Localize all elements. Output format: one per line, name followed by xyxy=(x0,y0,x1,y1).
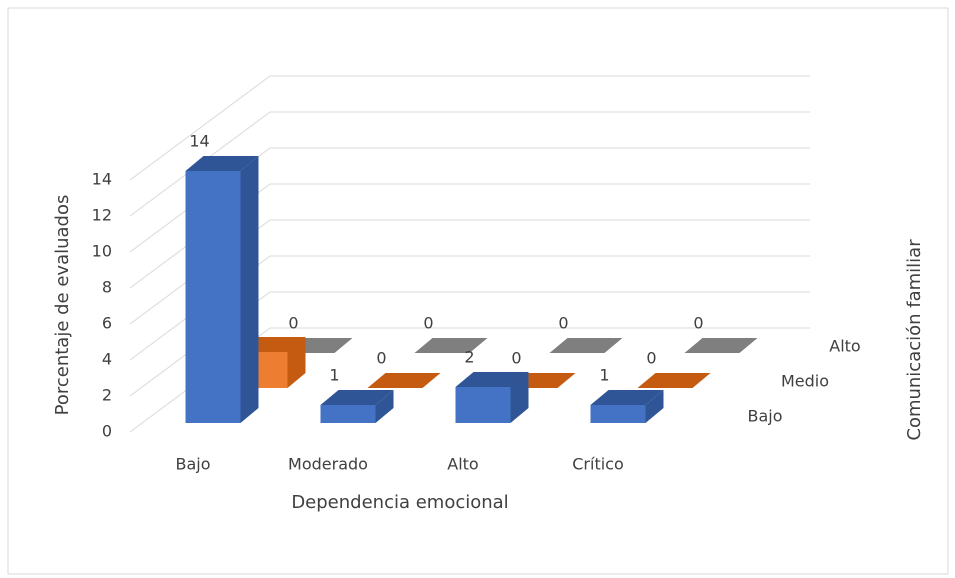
y-tick-label: 14 xyxy=(92,170,112,189)
x-tick-label: Bajo xyxy=(175,455,210,474)
y-tick-label: 2 xyxy=(102,386,112,405)
depth-tick-label: Medio xyxy=(781,372,829,391)
data-label: 0 xyxy=(693,314,703,333)
bar-face xyxy=(287,337,306,388)
bar xyxy=(684,338,758,353)
bar-face xyxy=(240,156,259,423)
bar xyxy=(590,390,664,423)
depth-tick-label: Bajo xyxy=(747,407,782,426)
depth-axis-title: Comunicación familiar xyxy=(904,239,925,441)
x-axis-title: Dependencia emocional xyxy=(291,492,508,513)
bar-face xyxy=(414,338,488,353)
bar-face xyxy=(455,372,529,387)
bar-face xyxy=(320,390,394,405)
data-label: 0 xyxy=(423,314,433,333)
bar-face xyxy=(510,372,529,423)
bar-face xyxy=(549,338,623,353)
bar-face xyxy=(185,171,241,423)
data-label: 0 xyxy=(288,314,298,333)
bar-face xyxy=(185,156,259,171)
data-label: 1 xyxy=(599,366,609,385)
y-tick-label: 10 xyxy=(92,242,112,261)
bar-face xyxy=(455,387,511,423)
grid-line xyxy=(129,75,271,181)
data-label: 0 xyxy=(511,349,521,368)
y-tick-label: 12 xyxy=(92,206,112,225)
y-tick-label: 0 xyxy=(102,422,112,441)
bar-face xyxy=(367,373,441,388)
bar-face xyxy=(645,390,664,423)
bar-face xyxy=(684,338,758,353)
bar-face xyxy=(637,373,711,388)
bar xyxy=(185,156,259,423)
x-tick-label: Alto xyxy=(447,455,478,474)
bar-face xyxy=(375,390,394,423)
y-tick-label: 6 xyxy=(102,314,112,333)
y-tick-label: 4 xyxy=(102,350,112,369)
bar xyxy=(367,373,441,388)
bar-face xyxy=(590,405,646,423)
bar xyxy=(414,338,488,353)
x-tick-label: Moderado xyxy=(288,455,368,474)
data-label: 0 xyxy=(558,314,568,333)
depth-tick-label: Alto xyxy=(829,337,860,356)
bar xyxy=(637,373,711,388)
bar xyxy=(320,390,394,423)
bar-face xyxy=(590,390,664,405)
data-label: 0 xyxy=(376,349,386,368)
data-label: 1 xyxy=(329,366,339,385)
chart-frame xyxy=(7,7,949,575)
data-label: 14 xyxy=(189,132,209,151)
bar xyxy=(455,372,529,423)
x-tick-label: Crítico xyxy=(572,455,624,474)
bar-face xyxy=(320,405,376,423)
y-tick-label: 8 xyxy=(102,278,112,297)
bar xyxy=(549,338,623,353)
data-label: 2 xyxy=(464,348,474,367)
data-label: 0 xyxy=(646,349,656,368)
y-axis-title: Porcentaje de evaluados xyxy=(52,195,73,416)
